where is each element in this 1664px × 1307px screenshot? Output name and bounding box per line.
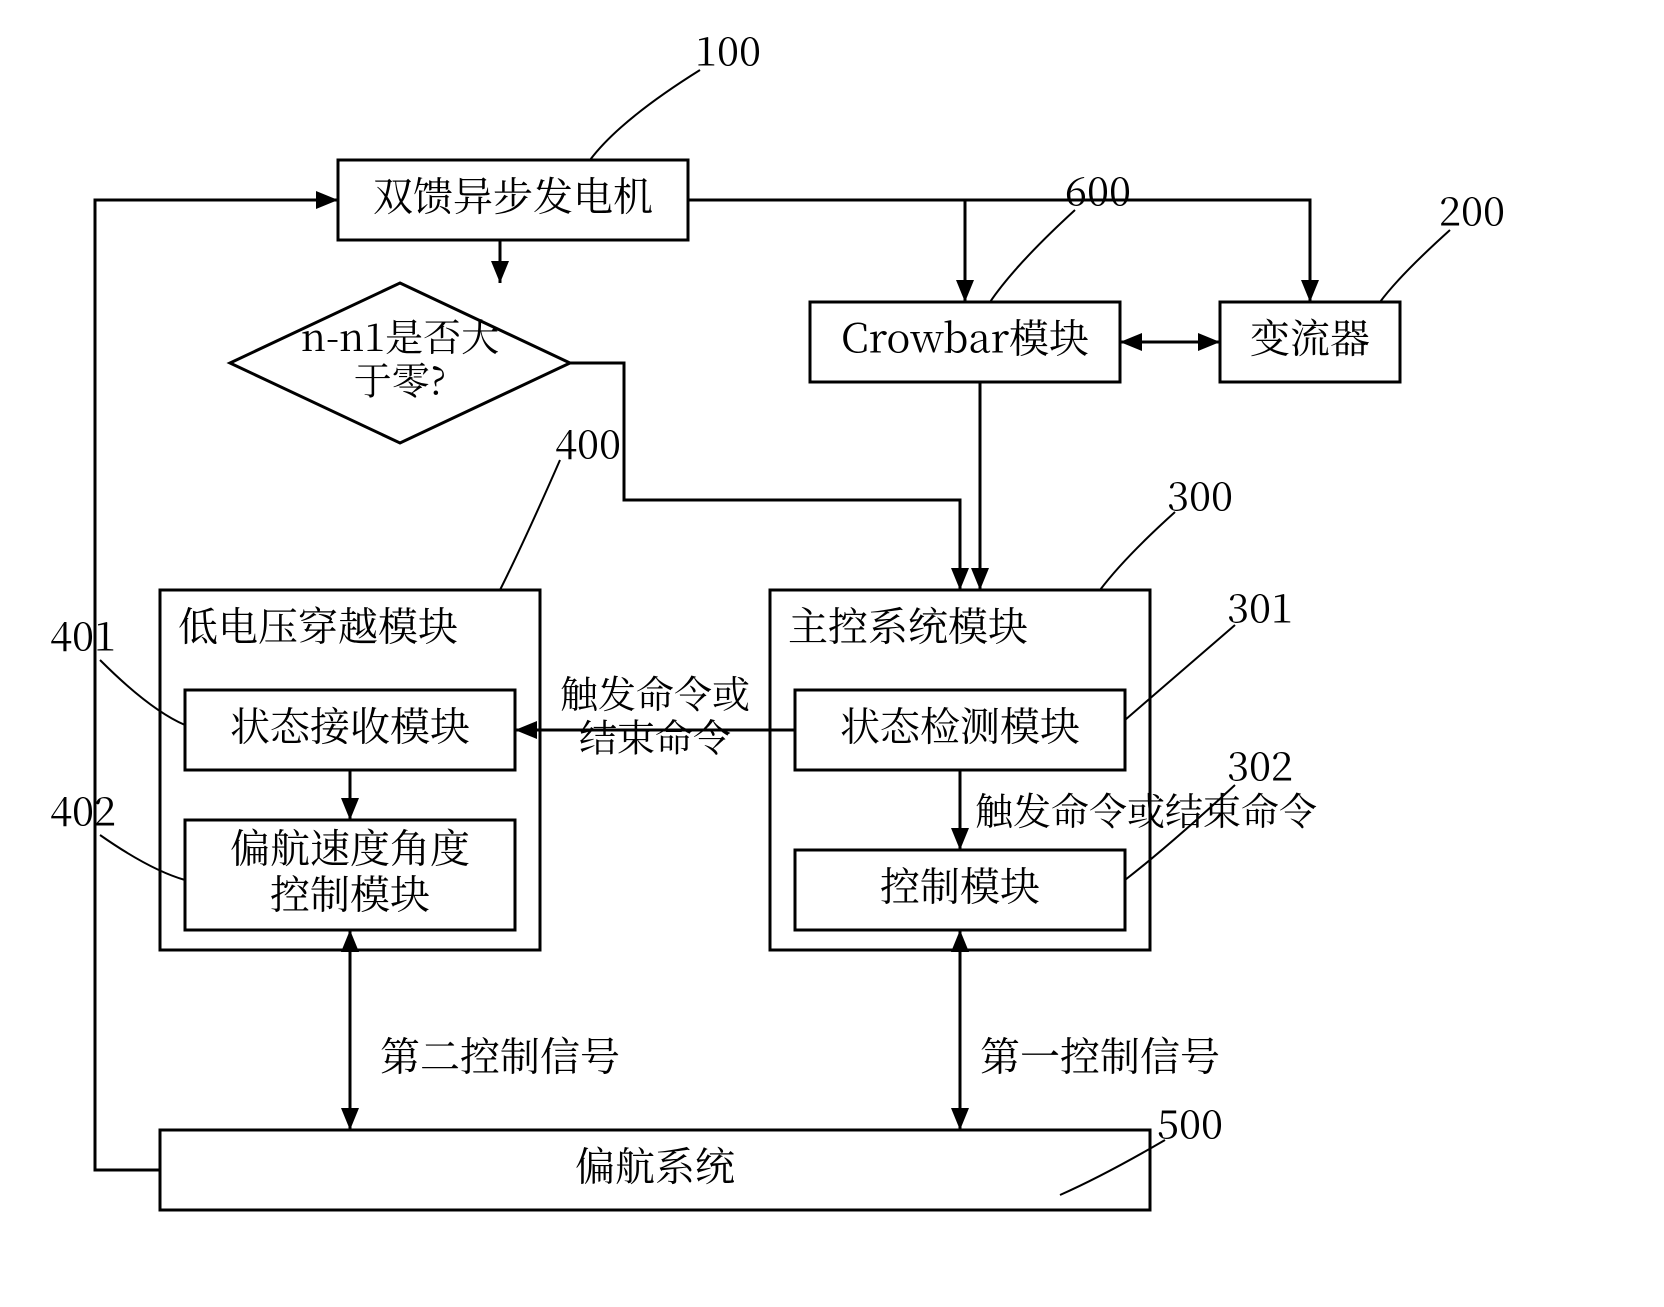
- ref-leader-100: [590, 70, 700, 160]
- svg-text:结束命令: 结束命令: [579, 708, 731, 763]
- svg-text:双馈异步发电机: 双馈异步发电机: [373, 165, 653, 222]
- svg-text:Crowbar模块: Crowbar模块: [841, 307, 1089, 364]
- svg-text:变流器: 变流器: [1250, 307, 1370, 364]
- node-title-main_outer: 主控系统模块: [788, 595, 1028, 652]
- ref-label-600: 600: [1065, 160, 1131, 217]
- ref-label-401: 401: [50, 605, 116, 662]
- ref-label-302: 302: [1227, 735, 1293, 792]
- ref-label-500: 500: [1157, 1093, 1223, 1150]
- svg-text:于零?: 于零?: [354, 351, 446, 406]
- svg-text:控制模块: 控制模块: [270, 863, 430, 920]
- svg-text:第一控制信号: 第一控制信号: [980, 1025, 1220, 1082]
- node-title-lvrt_outer: 低电压穿越模块: [178, 595, 458, 652]
- ref-leader-200: [1380, 230, 1450, 302]
- ref-leader-400: [500, 460, 560, 590]
- ref-label-400: 400: [555, 413, 621, 470]
- svg-text:第二控制信号: 第二控制信号: [380, 1025, 620, 1082]
- ref-leader-300: [1100, 512, 1175, 590]
- svg-text:偏航系统: 偏航系统: [575, 1135, 735, 1192]
- ref-label-301: 301: [1227, 577, 1293, 634]
- ref-label-300: 300: [1167, 465, 1233, 522]
- ref-label-402: 402: [50, 780, 116, 837]
- svg-text:控制模块: 控制模块: [880, 855, 1040, 912]
- ref-leader-600: [990, 210, 1075, 302]
- ref-label-200: 200: [1439, 180, 1505, 237]
- ref-label-100: 100: [695, 20, 761, 77]
- svg-text:状态检测模块: 状态检测模块: [840, 695, 1080, 752]
- svg-text:状态接收模块: 状态接收模块: [230, 695, 470, 752]
